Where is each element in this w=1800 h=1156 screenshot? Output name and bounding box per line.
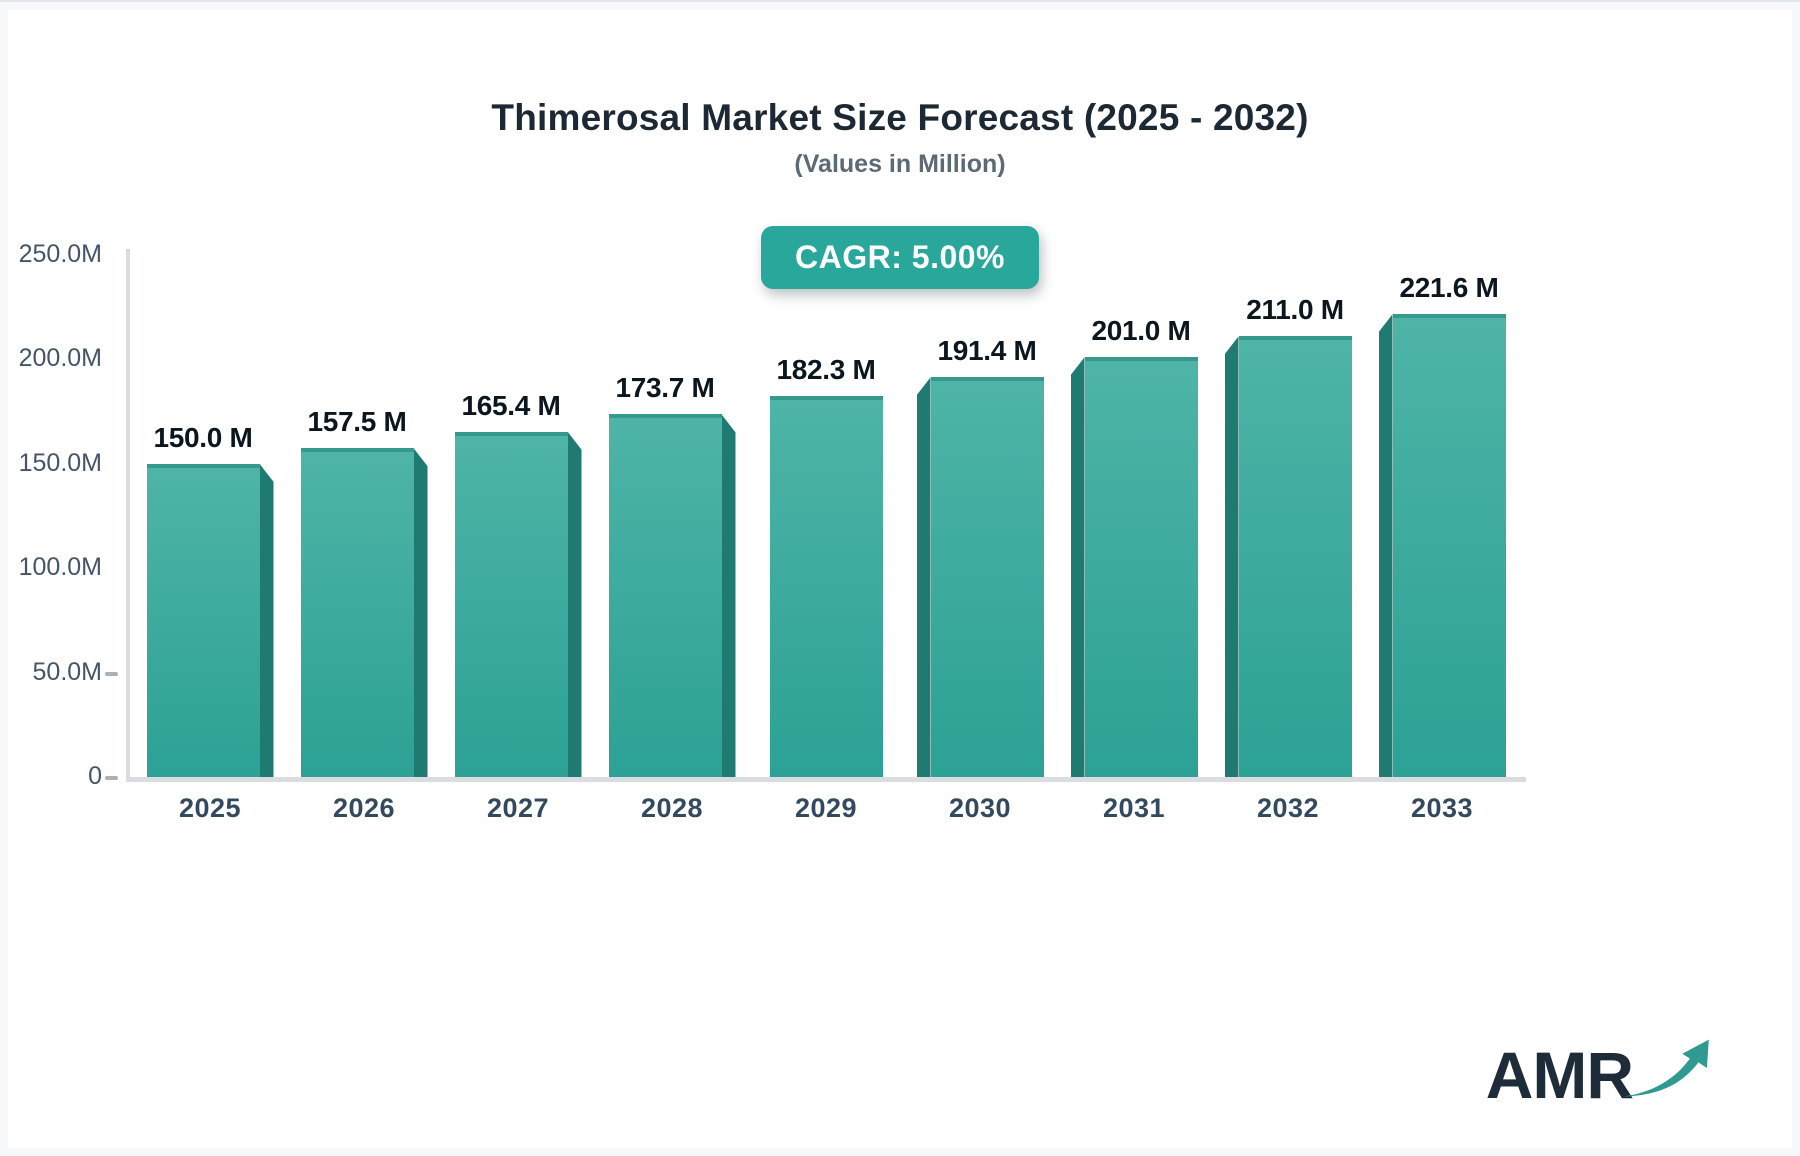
bar-2032 <box>1238 336 1352 777</box>
bar-2028 <box>608 414 722 777</box>
bar-2031 <box>1084 357 1198 777</box>
x-axis-line <box>126 777 1526 782</box>
chart-title: Thimerosal Market Size Forecast (2025 - … <box>491 97 1309 138</box>
amr-logo-text: AMR <box>1485 1038 1634 1112</box>
chart-subtitle: (Values in Million) <box>794 150 1006 178</box>
x-axis-label: 2033 <box>1410 793 1474 823</box>
bar-side-2031 <box>1070 357 1085 777</box>
bar-side-2033 <box>1378 314 1393 777</box>
growth-arrow-icon <box>1623 1039 1709 1097</box>
x-axis-label: 2028 <box>640 793 704 823</box>
y-axis-line <box>126 249 130 777</box>
x-axis-label: 2026 <box>332 793 396 823</box>
y-axis-tick <box>105 776 118 780</box>
y-axis-tick <box>105 671 118 676</box>
bar-2033 <box>1392 314 1506 777</box>
bar-2026 <box>300 448 414 777</box>
y-axis-label: 150.0M <box>18 448 102 477</box>
cagr-badge: CAGR: 5.00% <box>761 226 1039 289</box>
bar-2025 <box>146 463 260 777</box>
bar-value-label: 182.3 M <box>776 354 876 386</box>
bar-value-label: 201.0 M <box>1091 315 1191 347</box>
bar-side-2030 <box>916 377 931 777</box>
bar-2030 <box>930 377 1044 777</box>
bar-value-label: 221.6 M <box>1399 272 1499 304</box>
y-axis-label: 50.0M <box>32 657 102 686</box>
x-axis-label: 2025 <box>178 793 242 823</box>
bar-value-label: 173.7 M <box>615 372 715 404</box>
amr-logo: AMR <box>1486 1032 1717 1108</box>
x-axis-label: 2030 <box>948 793 1012 823</box>
bar-value-label: 157.5 M <box>307 406 407 438</box>
bar-2029 <box>769 396 883 777</box>
y-axis-label: 200.0M <box>18 344 102 373</box>
x-axis-label: 2032 <box>1256 793 1320 823</box>
bar-value-label: 150.0 M <box>153 421 253 453</box>
bar-chart: 250.0M 200.0M 150.0M 100.0M 50.0M 0 150.0 M 202… <box>8 10 1792 1148</box>
bar-side-2027 <box>567 431 582 777</box>
chart-card: Thimerosal Market Size Forecast (2025 - … <box>8 10 1792 1148</box>
bar-side-2028 <box>721 414 736 777</box>
bar-2027 <box>454 431 568 777</box>
y-axis-label: 100.0M <box>18 553 102 582</box>
bar-value-label: 211.0 M <box>1246 294 1344 326</box>
bar-value-label: 165.4 M <box>461 389 561 421</box>
bar-value-label: 191.4 M <box>937 335 1037 367</box>
x-axis-label: 2029 <box>794 793 858 823</box>
cagr-badge-label: CAGR: 5.00% <box>795 239 1005 275</box>
x-axis-label: 2031 <box>1102 793 1166 823</box>
bar-side-2032 <box>1224 336 1239 777</box>
y-axis-label: 250.0M <box>18 240 102 268</box>
bar-side-2025 <box>259 463 274 777</box>
y-axis-label: 0 <box>88 762 102 790</box>
x-axis-label: 2027 <box>486 793 550 823</box>
bar-side-2026 <box>413 448 428 777</box>
